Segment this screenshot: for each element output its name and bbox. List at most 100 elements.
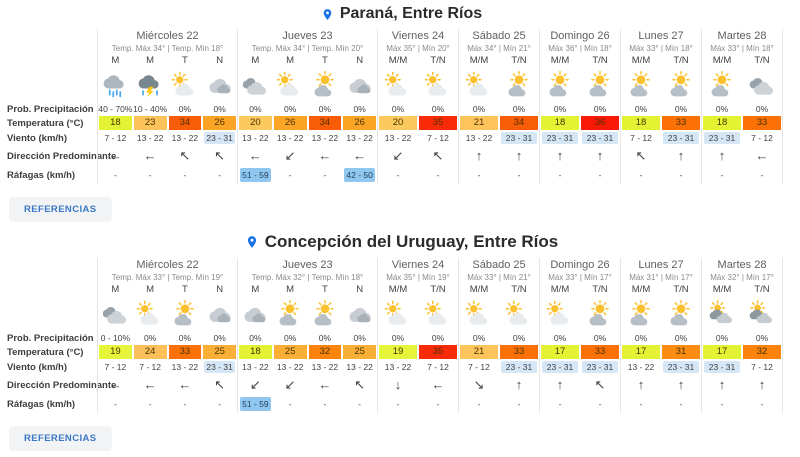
period-label: T	[181, 55, 188, 66]
precip-cell: 0%	[512, 104, 526, 114]
temp-cell: 18	[239, 345, 272, 359]
precip-cell: 0%	[755, 104, 769, 114]
labels-spacer	[3, 258, 97, 332]
precip-cell: 0%	[634, 104, 648, 114]
row-label-wind: Viento (km/h)	[7, 132, 67, 144]
period-label: M	[111, 55, 120, 66]
overcast-icon	[202, 67, 237, 103]
temp-cell: 33	[500, 345, 538, 359]
wind-row: 23 - 31 23 - 31	[540, 130, 620, 146]
wind-cell: 7 - 12	[104, 133, 127, 143]
day-column: Viernes 24 Máx 35° | Mín 19° M/M T/N 0% 0% 19 3…	[377, 258, 458, 413]
periods-row: M/M T/N	[540, 54, 620, 67]
wind-cell: 13 - 22	[242, 133, 269, 143]
wind-cell: 23 - 31	[704, 361, 740, 373]
row-label-direction: Dirección Predominante	[7, 150, 117, 162]
temp-cell: 26	[343, 116, 376, 130]
wind-cell: 23 - 31	[501, 132, 537, 144]
temp-cell: 33	[168, 345, 202, 359]
precipitation-row: 0% 0% 0% 0%	[238, 103, 377, 116]
gusts-row: --	[621, 395, 701, 413]
period-label: M/M	[631, 284, 651, 295]
wind-direction-arrow-icon: ↓	[394, 377, 402, 392]
overcast-icon	[238, 296, 273, 332]
day-name: Viernes 24	[391, 30, 445, 42]
partly-sunny-icon	[273, 67, 308, 103]
mostly-sunny-icon	[621, 67, 661, 103]
location-name: Paraná, Entre Ríos	[339, 5, 483, 22]
temp-cell: 34	[168, 116, 202, 130]
wind-direction-arrow-icon: ←	[108, 377, 122, 392]
temp-cell: 18	[99, 116, 132, 130]
precip-cell: 0%	[391, 333, 405, 343]
day-column: Martes 28 Máx 32° | Mín 17° M/M T/N 0% 0% 17 32…	[701, 258, 783, 413]
mostly-cloudy-icon	[742, 296, 782, 332]
gusts-row: ----	[98, 395, 237, 413]
day-max-min: Máx 35° | Mín 19°	[386, 273, 450, 282]
precip-cell: 0%	[553, 104, 567, 114]
temp-cell: 25	[273, 345, 307, 359]
precip-cell: 0%	[283, 104, 297, 114]
periods-row: M/M T/N	[378, 54, 458, 67]
forecast-section-concepcion: Concepción del Uruguay, Entre Ríos Prob.…	[3, 230, 800, 457]
temperature-row: 17 31	[621, 345, 701, 359]
location-header: Concepción del Uruguay, Entre Ríos	[3, 230, 800, 254]
gusts-row: --	[540, 395, 620, 413]
wind-direction-arrow-icon: ←	[318, 377, 332, 392]
cloudy-icon	[238, 67, 273, 103]
wind-cell: 23 - 31	[204, 132, 235, 144]
icons-row	[621, 296, 701, 332]
icons-row	[238, 67, 377, 103]
partly-sunny-icon	[540, 296, 580, 332]
gust-cell: -	[598, 399, 602, 409]
day-name: Jueves 23	[282, 30, 333, 42]
gust-cell: -	[396, 399, 400, 409]
precip-cell: 0%	[213, 333, 226, 343]
partly-sunny-icon	[459, 67, 499, 103]
period-label: N	[216, 55, 224, 66]
gust-cell: -	[148, 399, 152, 409]
wind-row: 7 - 12 23 - 31	[621, 130, 701, 146]
period-label: T	[181, 284, 188, 295]
partly-sunny-icon	[499, 296, 539, 332]
icons-row	[98, 67, 237, 103]
wind-row: 13 - 22 13 - 22 13 - 22 13 - 22	[238, 130, 377, 146]
wind-direction-arrow-icon: ↑	[758, 377, 766, 392]
day-max-min: Temp. Máx 33° | Temp. Mín 19°	[111, 273, 224, 282]
temp-cell: 17	[703, 345, 741, 359]
period-label: N	[216, 284, 224, 295]
gust-cell: -	[598, 170, 602, 180]
day-max-min: Máx 33° | Mín 18°	[629, 44, 693, 53]
day-column: Martes 28 Máx 33° | Mín 18° M/M T/N 0% 0% 18 33…	[701, 29, 783, 184]
temp-cell: 20	[239, 116, 272, 130]
period-label: T/N	[673, 284, 689, 295]
wind-row: 13 - 22 23 - 31	[459, 130, 539, 146]
wind-row: 23 - 31 23 - 31	[540, 359, 620, 375]
gusts-row: ----	[98, 166, 237, 184]
precip-cell: 0%	[593, 104, 607, 114]
period-label: M	[286, 284, 295, 295]
gust-cell: -	[517, 170, 521, 180]
gust-cell: -	[720, 399, 724, 409]
wind-direction-arrow-icon: ←	[248, 148, 262, 163]
gust-cell: -	[358, 399, 362, 409]
gust-cell: -	[639, 170, 643, 180]
day-name: Sábado 25	[472, 259, 526, 271]
references-button[interactable]: REFERENCIAS	[9, 197, 112, 222]
references-button[interactable]: REFERENCIAS	[9, 426, 112, 451]
period-label: M/M	[712, 55, 732, 66]
row-labels: Prob. Precipitación Temperatura (°C) Vie…	[3, 258, 116, 413]
temperature-row: 18 25 32 25	[238, 345, 377, 359]
precip-cell: 0%	[353, 333, 366, 343]
wind-direction-arrow-icon: ↖	[635, 148, 647, 163]
labels-spacer	[3, 29, 97, 103]
temp-cell: 35	[419, 116, 457, 130]
precip-cell: 0%	[143, 333, 157, 343]
precipitation-row: 0% 0%	[540, 332, 620, 345]
period-label: M/M	[550, 55, 570, 66]
location-pin-icon	[245, 233, 259, 251]
gusts-row: --	[540, 166, 620, 184]
wind-cell: 13 - 22	[627, 362, 655, 372]
icons-row	[238, 296, 377, 332]
